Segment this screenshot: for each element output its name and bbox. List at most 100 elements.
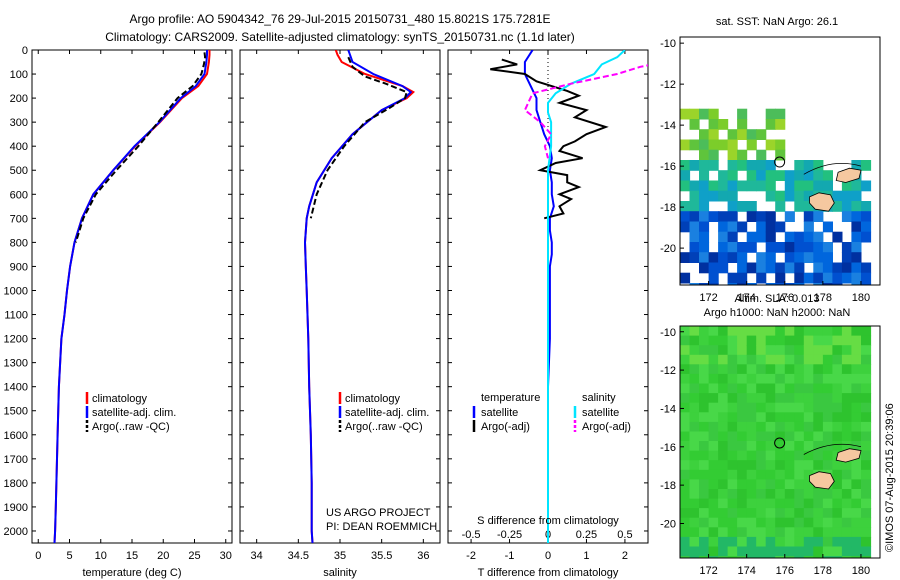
map-cell bbox=[851, 556, 862, 558]
map-cell bbox=[851, 272, 862, 284]
map-cell bbox=[775, 536, 786, 548]
map-cell bbox=[841, 402, 852, 413]
map-cell bbox=[708, 139, 719, 151]
map-cell bbox=[699, 283, 710, 285]
map-cell bbox=[689, 354, 700, 365]
map-cell bbox=[699, 556, 710, 558]
map-cell bbox=[737, 469, 748, 480]
map-cell bbox=[756, 149, 767, 161]
map-cell bbox=[851, 469, 862, 480]
map-cell bbox=[699, 139, 710, 151]
map-cell bbox=[803, 393, 814, 404]
map-cell bbox=[775, 364, 786, 375]
map-cell bbox=[689, 498, 700, 509]
map-cell bbox=[832, 489, 843, 500]
map-cell bbox=[765, 479, 776, 490]
map-cell bbox=[746, 262, 757, 274]
map-cell bbox=[765, 335, 776, 346]
map-cell bbox=[851, 489, 862, 500]
map-cell bbox=[784, 211, 795, 222]
map-cell bbox=[794, 536, 805, 548]
series-line-satellite-adj-clim- bbox=[303, 50, 413, 543]
x-tick-label: 1 bbox=[583, 550, 589, 562]
map-cell bbox=[784, 335, 795, 346]
map-cell bbox=[861, 272, 872, 284]
reef-outline bbox=[803, 163, 862, 175]
map-cell bbox=[737, 508, 748, 519]
map-cell bbox=[699, 431, 710, 442]
y-tick-label: 1400 bbox=[4, 382, 28, 394]
map-cell bbox=[680, 139, 691, 151]
map-cell bbox=[708, 283, 719, 285]
map-cell bbox=[718, 190, 729, 202]
map-cell bbox=[861, 345, 872, 356]
map-cell bbox=[699, 412, 710, 423]
header-title-line1: Argo profile: AO 5904342_76 29-Jul-2015 … bbox=[129, 12, 550, 26]
map-cell bbox=[718, 517, 729, 528]
map-cell bbox=[822, 546, 833, 557]
series-group bbox=[490, 50, 648, 543]
map-cell bbox=[775, 383, 786, 394]
map-cell bbox=[803, 335, 814, 346]
map-cell bbox=[727, 190, 738, 202]
map-cell bbox=[841, 460, 852, 471]
map-cell bbox=[861, 479, 872, 490]
map-cell bbox=[718, 460, 729, 471]
legend-climatology-label: climatology bbox=[92, 393, 148, 405]
map-cell bbox=[718, 450, 729, 461]
map-cell bbox=[765, 354, 776, 365]
map-cell bbox=[680, 326, 691, 337]
x-tick-label: 0 bbox=[35, 550, 41, 562]
map-cell bbox=[756, 431, 767, 442]
map-cell bbox=[746, 527, 757, 538]
map-cell bbox=[813, 326, 824, 337]
x-tick-label: 36 bbox=[417, 550, 429, 562]
map-cell bbox=[794, 479, 805, 490]
map-cell bbox=[699, 326, 710, 337]
map-cell bbox=[765, 211, 776, 222]
map-cell bbox=[832, 383, 843, 394]
map-cell bbox=[727, 129, 738, 140]
series-line-salinity-satellite bbox=[547, 50, 626, 543]
map-cell bbox=[832, 190, 843, 202]
map-cell bbox=[841, 479, 852, 490]
map-cell bbox=[822, 262, 833, 274]
map-y-tick-label: -10 bbox=[660, 327, 676, 339]
map-cell bbox=[784, 262, 795, 274]
map-cell bbox=[832, 479, 843, 490]
map-cell bbox=[718, 252, 729, 263]
map-cell bbox=[699, 508, 710, 519]
map-cell bbox=[689, 431, 700, 442]
map-cell bbox=[822, 242, 833, 253]
map-cell bbox=[746, 364, 757, 375]
map-cell bbox=[746, 536, 757, 548]
map-cell bbox=[737, 527, 748, 538]
map-y-tick-label: -14 bbox=[660, 120, 676, 132]
map-cell bbox=[746, 517, 757, 528]
map-cell bbox=[699, 170, 710, 181]
map-cell bbox=[746, 383, 757, 394]
map-cell bbox=[689, 345, 700, 356]
map-cell bbox=[765, 508, 776, 519]
map-cell bbox=[689, 364, 700, 375]
map-cell bbox=[718, 393, 729, 404]
map-cell bbox=[861, 412, 872, 423]
map-cell bbox=[794, 335, 805, 346]
map-cell bbox=[689, 119, 700, 130]
difference-x2label: S difference from climatology bbox=[477, 515, 619, 527]
map-y-tick-label: -14 bbox=[660, 403, 676, 415]
y-tick-label: 800 bbox=[10, 237, 28, 249]
map-cell bbox=[737, 393, 748, 404]
map-cell bbox=[765, 527, 776, 538]
map-cell bbox=[737, 450, 748, 461]
map-cell bbox=[708, 326, 719, 337]
map-y-tick-label: -20 bbox=[660, 518, 676, 530]
series-group bbox=[53, 50, 211, 543]
legend-argo-label: Argo(..raw -QC) bbox=[345, 421, 423, 433]
map-cell bbox=[737, 345, 748, 356]
map-cell bbox=[718, 119, 729, 130]
map-cell bbox=[765, 412, 776, 423]
map-cell bbox=[708, 129, 719, 140]
map-cell bbox=[756, 441, 767, 452]
